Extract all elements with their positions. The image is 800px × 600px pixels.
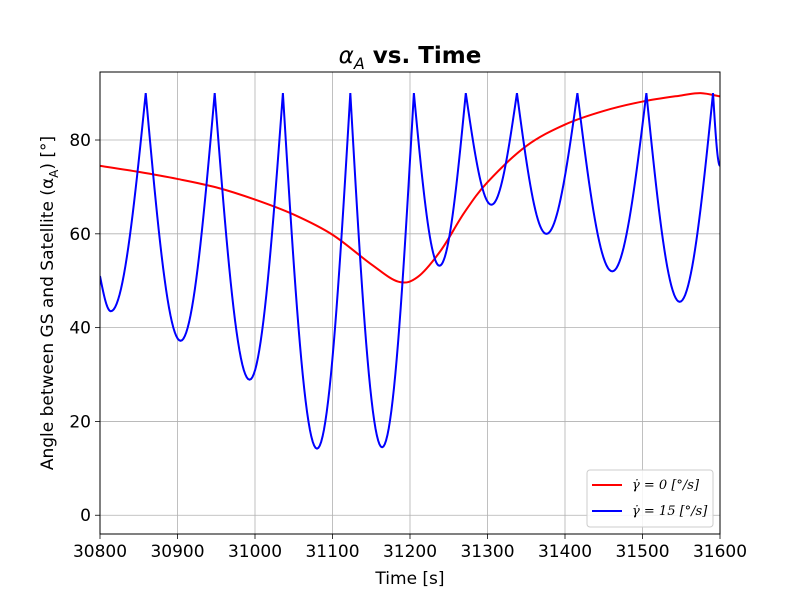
x-tick-label: 31200 [383,542,437,562]
series-lines [100,92,720,450]
y-tick-label: 0 [80,506,91,526]
x-tick-label: 31300 [460,542,514,562]
x-axis-label: Time [s] [374,569,444,589]
y-tick-label: 20 [69,412,91,432]
x-tick-label: 31500 [615,542,669,562]
series-line-no-rotation [100,92,720,284]
x-tick-label: 31600 [693,542,747,562]
x-tick-label: 31100 [305,542,359,562]
legend-label-rotation-15: γ̇ = 15 [°/s] [632,504,708,519]
x-tick-label: 31400 [538,542,592,562]
y-tick-label: 40 [69,319,91,339]
chart-title: αA vs. Time [339,43,482,73]
y-tick-label: 80 [69,131,91,151]
legend: γ̇ = 0 [°/s] γ̇ = 15 [°/s] [586,469,714,528]
legend-label-no-rotation: γ̇ = 0 [°/s] [632,478,700,493]
series-line-rotation-15 [100,92,720,450]
x-tick-label: 30800 [73,542,127,562]
y-axis-label: Angle between GS and Satellite (αA) [°] [38,136,61,470]
x-tick-label: 30900 [150,542,204,562]
axis-ticks: 30800 30900 31000 31100 31200 31300 31400 31500… [69,131,747,562]
y-tick-label: 60 [69,225,91,245]
x-tick-label: 31000 [228,542,282,562]
